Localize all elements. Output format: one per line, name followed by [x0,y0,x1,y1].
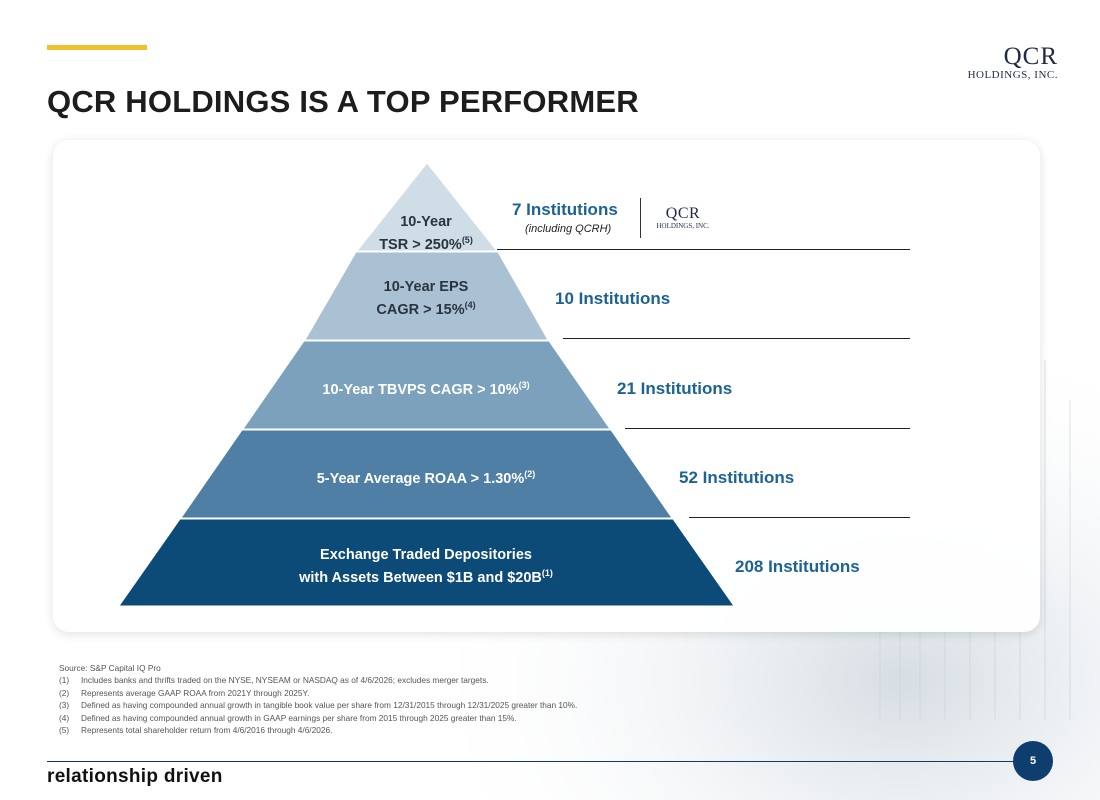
tier-1-label: 10-Year TSR > 250%(5) [346,213,506,254]
footnote-text: Represents total shareholder return from… [81,725,333,736]
footnote-row: (1) Includes banks and thrifts traded on … [59,674,577,686]
footnotes: Source: S&P Capital IQ Pro (1) Includes b… [59,662,577,736]
tier-4-footnote: (2) [524,469,536,479]
tier-2-line1: 10-Year EPS [383,279,469,295]
footnote-num: (2) [59,687,70,698]
qcrh-mini-logo: QCR HOLDINGS, INC. [650,205,716,231]
tier-4-rule [689,517,910,518]
footnote-num: (5) [59,725,70,736]
tier-1-line1: 10-Year [400,214,452,230]
tier-5-line2: with Assets Between $1B and $20B [299,569,542,586]
tier-4-label: 5-Year Average ROAA > 1.30%(2) [276,465,576,488]
tier-4-line1: 5-Year Average ROAA > 1.30% [316,470,525,487]
tier-2-shape [304,251,549,341]
tier-3-rule [625,428,910,429]
footnote-row: (5) Represents total shareholder return f… [59,724,577,736]
source-note: Source: S&P Capital IQ Pro [59,663,161,673]
tier-5-label: Exchange Traded Depositories with Assets… [256,546,596,587]
logo-line1: QCR [1003,43,1058,70]
accent-bar [47,45,147,50]
tagline: relationship driven [47,766,223,787]
tier-1-shape [355,162,499,252]
tier-4-institutions: 52 Institutions [679,468,795,487]
tier-2-footnote: (4) [464,300,476,310]
tier-2-label: 10-Year EPS CAGR > 15%(4) [346,278,506,319]
page-title: QCR HOLDINGS IS A TOP PERFORMER [47,84,639,119]
tier-3-label: 10-Year TBVPS CAGR > 10%(3) [276,376,576,399]
tier-3-line1: 10-Year TBVPS CAGR > 10% [322,381,519,398]
footnote-text: Defined as having compounded annual grow… [81,712,517,723]
tier-2-rule [563,338,910,339]
tier-5-shape [118,518,735,607]
tier-5-line1: Exchange Traded Depositories [320,547,532,563]
logo-divider [640,198,641,238]
footnote-num: (4) [59,712,70,723]
mini-logo-line1: QCR [665,205,701,222]
footer-line [47,761,1015,762]
tier-1-institutions-note: (including QCRH) [525,223,612,235]
tier-1-institutions: 7 Institutions [512,200,618,219]
tier-5-footnote: (1) [541,568,553,578]
logo-line2: HOLDINGS, INC. [967,69,1058,81]
tier-3-shape [242,340,611,430]
tier-4-shape [180,429,673,519]
tier-2-line2: CAGR > 15% [376,301,465,318]
footnote-row: (4) Defined as having compounded annual g… [59,712,577,724]
tier-1-footnote: (5) [461,235,473,245]
tier-3-footnote: (3) [518,380,530,390]
page-number: 5 [1013,741,1053,781]
footnote-row: (2) Represents average GAAP ROAA from 202… [59,687,577,699]
footnote-num: (3) [59,700,70,711]
company-logo: QCR HOLDINGS, INC. [968,44,1058,82]
footnote-text: Includes banks and thrifts traded on the… [81,675,489,686]
tier-1-rule [497,249,910,250]
footnote-text: Defined as having compounded annual grow… [81,700,578,711]
mini-logo-line2: HOLDINGS, INC. [656,222,710,230]
footnote-num: (1) [59,675,70,686]
tier-5-institutions: 208 Institutions [735,557,860,576]
footnote-text: Represents average GAAP ROAA from 2021Y … [81,687,310,698]
tier-1-line2: TSR > 250% [379,236,462,253]
tier-3-institutions: 21 Institutions [617,379,733,398]
tier-2-institutions: 10 Institutions [555,289,671,308]
footnote-row: (3) Defined as having compounded annual g… [59,699,577,711]
